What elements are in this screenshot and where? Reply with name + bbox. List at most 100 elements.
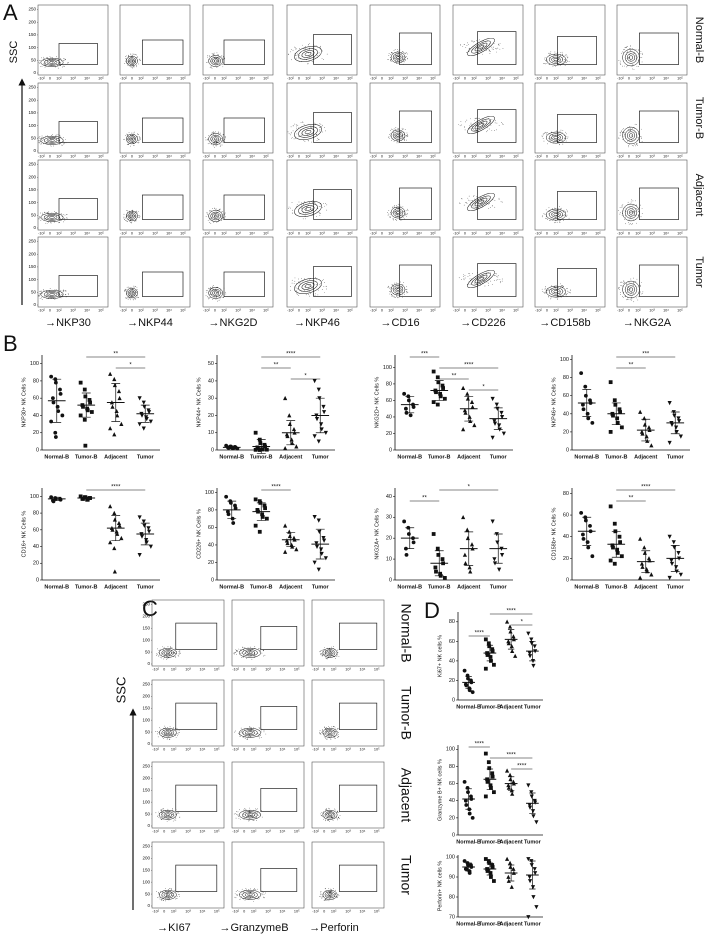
data-point: [579, 510, 584, 515]
flow-y-tick-label: 250: [28, 85, 36, 90]
data-point: [51, 499, 56, 504]
event-dot: [245, 897, 247, 899]
flow-y-tick-label: 150: [28, 264, 36, 269]
event-dot: [174, 815, 176, 817]
event-dot: [396, 63, 398, 64]
event-dot: [334, 808, 336, 810]
event-dot: [175, 898, 176, 900]
gate: [58, 275, 98, 297]
contour: [328, 651, 332, 655]
flow-x-tick-label: 0: [464, 309, 466, 313]
event-dot: [557, 141, 558, 143]
event-dot: [325, 809, 327, 811]
event-dot: [313, 124, 315, 126]
event-dot: [131, 288, 133, 290]
event-dot: [43, 63, 45, 65]
flow-x-tick-label: 10⁴: [166, 232, 172, 236]
event-dot: [207, 297, 209, 299]
event-dot: [135, 220, 137, 222]
event-dot: [633, 69, 635, 70]
event-dot: [638, 59, 639, 61]
contour: [474, 42, 488, 52]
contour: [46, 138, 58, 143]
event-dot: [48, 62, 50, 63]
event-dot: [134, 220, 136, 222]
y-tick-label: 60: [563, 393, 569, 399]
event-dot: [321, 815, 322, 817]
event-dot: [304, 141, 306, 142]
significance-label: ****: [506, 753, 516, 759]
event-dot: [473, 194, 475, 196]
event-dot: [321, 207, 323, 208]
event-dot: [159, 648, 161, 650]
event-dot: [500, 201, 502, 203]
event-dot: [179, 895, 180, 897]
flow-x-tick-label: 0: [131, 155, 133, 159]
event-dot: [60, 58, 62, 59]
event-dot: [290, 49, 292, 50]
contour: [322, 647, 338, 658]
event-dot: [132, 210, 134, 211]
event-dot: [65, 290, 66, 292]
flow-x-tick-label: 10⁴: [333, 77, 339, 81]
event-dot: [640, 285, 641, 287]
event-dot: [296, 290, 298, 292]
event-dot: [400, 212, 401, 214]
event-dot: [634, 214, 636, 216]
event-dot: [560, 55, 562, 56]
event-dot: [545, 286, 546, 287]
event-dot: [468, 199, 469, 201]
event-dot: [635, 297, 637, 299]
flow-x-tick-label: 0: [464, 155, 466, 159]
event-dot: [59, 222, 60, 223]
event-dot: [249, 807, 250, 809]
category-label: Tumor-B: [605, 454, 628, 460]
contour: [624, 51, 638, 64]
event-dot: [294, 54, 296, 56]
event-dot: [501, 278, 503, 280]
contour: [467, 192, 495, 212]
event-dot: [42, 289, 44, 290]
data-point: [495, 540, 500, 545]
event-dot: [139, 58, 141, 60]
event-dot: [391, 284, 393, 286]
data-point: [608, 380, 613, 385]
contour: [551, 288, 561, 295]
gate: [339, 622, 378, 650]
significance-label: ****: [475, 631, 485, 637]
flow-plot-frame: [616, 82, 688, 154]
event-dot: [557, 299, 558, 300]
event-dot: [209, 291, 211, 293]
event-dot: [560, 139, 561, 141]
event-dot: [261, 810, 262, 811]
event-dot: [317, 289, 319, 291]
flow-x-tick-label: -10²: [287, 232, 294, 236]
event-dot: [216, 66, 218, 68]
event-dot: [325, 728, 326, 729]
event-dot: [554, 207, 555, 209]
event-dot: [209, 297, 211, 298]
event-dot: [494, 206, 496, 208]
data-point: [678, 434, 683, 439]
event-dot: [399, 218, 400, 220]
data-point: [585, 540, 590, 545]
event-dot: [174, 734, 175, 735]
event-dot: [459, 202, 460, 204]
event-dot: [290, 132, 292, 134]
event-dot: [544, 57, 546, 58]
event-dot: [287, 131, 289, 133]
event-dot: [63, 58, 65, 59]
contour: [294, 124, 322, 140]
event-dot: [41, 65, 43, 67]
event-dot: [562, 295, 564, 297]
event-dot: [628, 223, 630, 225]
flow-plot-frame: [202, 236, 274, 308]
gate: [339, 864, 378, 892]
event-dot: [398, 52, 399, 54]
panel-label: D: [424, 598, 440, 623]
event-dot: [491, 119, 493, 120]
event-dot: [392, 294, 394, 296]
event-dot: [43, 56, 45, 58]
event-dot: [622, 132, 623, 134]
event-dot: [136, 289, 138, 291]
